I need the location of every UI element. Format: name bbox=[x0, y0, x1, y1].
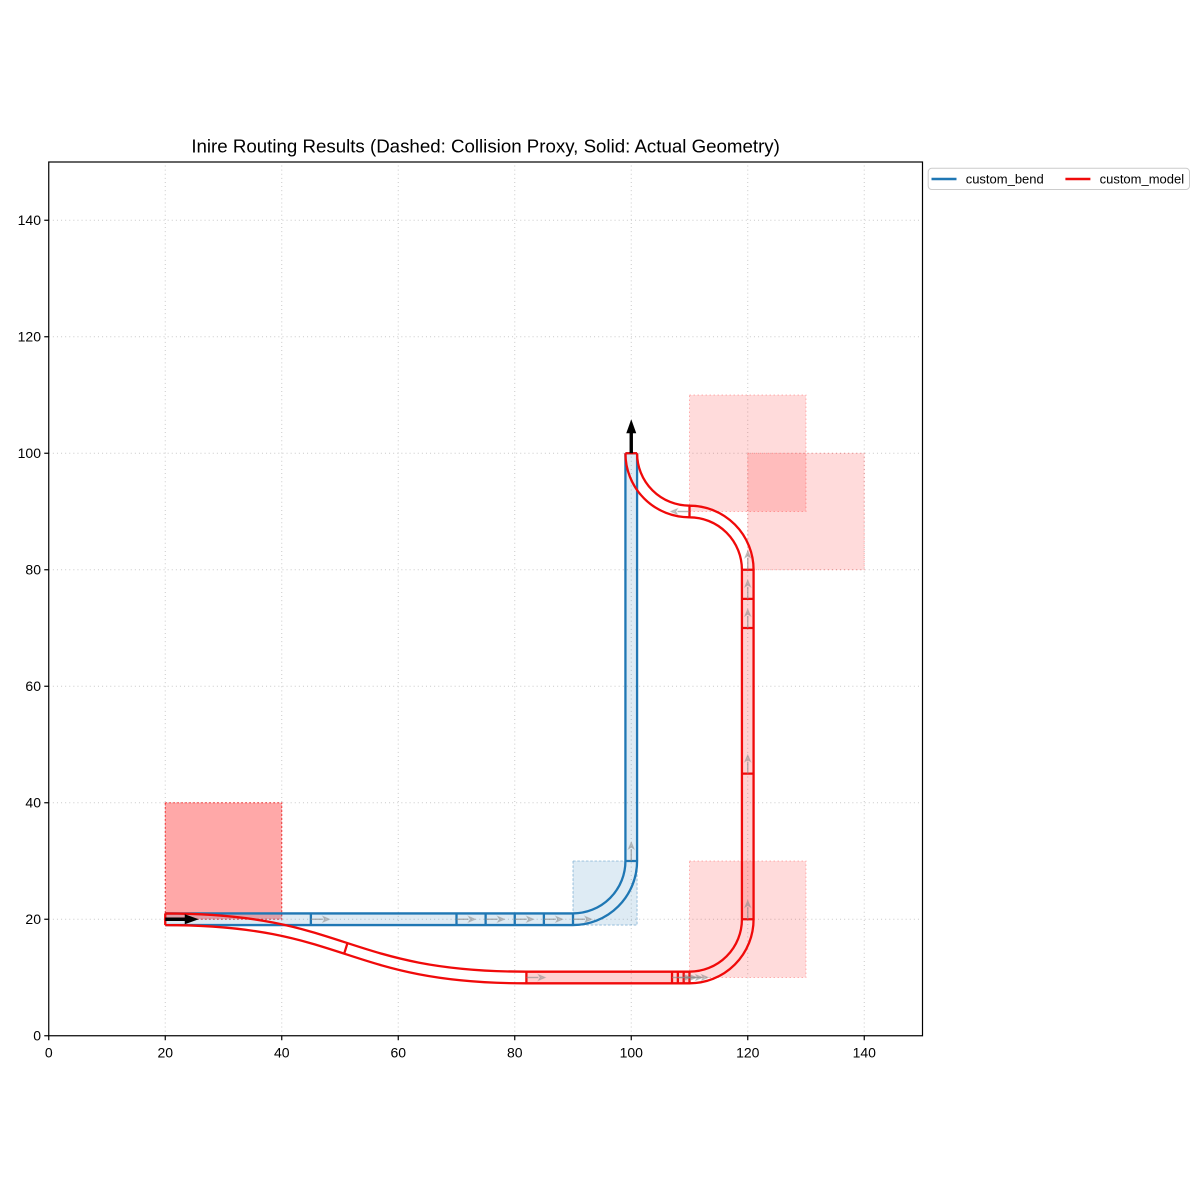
svg-text:140: 140 bbox=[853, 1045, 877, 1061]
svg-text:custom_model: custom_model bbox=[1100, 172, 1185, 187]
svg-text:80: 80 bbox=[507, 1045, 523, 1061]
svg-text:40: 40 bbox=[25, 794, 41, 810]
svg-text:0: 0 bbox=[33, 1027, 41, 1043]
svg-text:60: 60 bbox=[25, 678, 41, 694]
svg-text:140: 140 bbox=[18, 212, 42, 228]
svg-text:custom_bend: custom_bend bbox=[966, 172, 1044, 187]
svg-text:0: 0 bbox=[45, 1045, 53, 1061]
svg-text:120: 120 bbox=[736, 1045, 760, 1061]
svg-text:100: 100 bbox=[18, 445, 42, 461]
svg-text:Inire Routing Results (Dashed:: Inire Routing Results (Dashed: Collision… bbox=[191, 136, 780, 157]
svg-text:20: 20 bbox=[157, 1045, 173, 1061]
svg-text:120: 120 bbox=[18, 328, 42, 344]
svg-text:20: 20 bbox=[25, 911, 41, 927]
svg-text:40: 40 bbox=[274, 1045, 290, 1061]
svg-text:80: 80 bbox=[25, 561, 41, 577]
svg-text:60: 60 bbox=[390, 1045, 406, 1061]
svg-text:100: 100 bbox=[620, 1045, 644, 1061]
